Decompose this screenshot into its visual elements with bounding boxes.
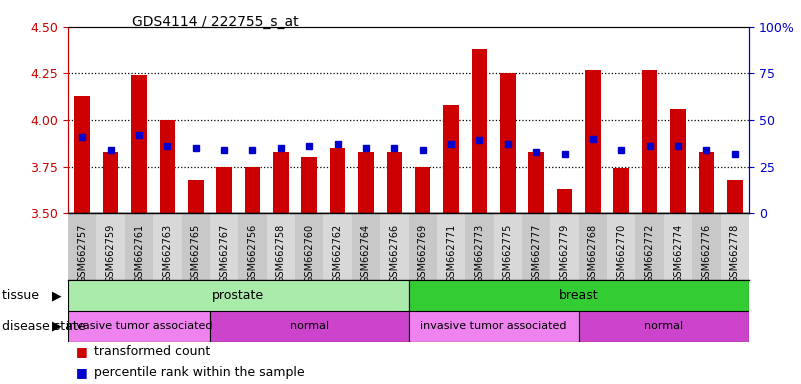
Bar xyxy=(529,152,544,213)
Bar xyxy=(557,189,573,213)
Bar xyxy=(68,213,96,280)
Bar xyxy=(244,167,260,213)
Bar xyxy=(330,148,345,213)
Text: transformed count: transformed count xyxy=(94,345,210,358)
Text: ▶: ▶ xyxy=(52,320,62,333)
Bar xyxy=(578,311,749,342)
Bar xyxy=(500,73,516,213)
Text: disease state: disease state xyxy=(2,320,90,333)
Bar xyxy=(585,70,601,213)
Bar xyxy=(295,213,324,280)
Bar xyxy=(352,213,380,280)
Bar xyxy=(153,213,182,280)
Bar xyxy=(635,213,664,280)
Text: ▶: ▶ xyxy=(52,289,62,302)
Bar xyxy=(380,213,409,280)
Text: ■: ■ xyxy=(76,366,92,379)
Bar xyxy=(267,213,295,280)
Bar xyxy=(472,49,487,213)
Bar xyxy=(324,213,352,280)
Bar xyxy=(698,152,714,213)
Bar xyxy=(721,213,749,280)
Bar xyxy=(68,280,409,311)
Bar xyxy=(74,96,90,213)
Text: prostate: prostate xyxy=(212,289,264,302)
Bar xyxy=(239,213,267,280)
Bar xyxy=(131,75,147,213)
Text: normal: normal xyxy=(290,321,328,331)
Bar xyxy=(692,213,721,280)
Bar xyxy=(387,152,402,213)
Bar xyxy=(550,213,578,280)
Bar xyxy=(607,213,635,280)
Bar xyxy=(125,213,153,280)
Bar xyxy=(159,120,175,213)
Bar xyxy=(210,311,409,342)
Text: normal: normal xyxy=(644,321,683,331)
Text: ■: ■ xyxy=(76,345,92,358)
Bar xyxy=(465,213,493,280)
Bar xyxy=(578,213,607,280)
Bar xyxy=(68,311,210,342)
Bar xyxy=(437,213,465,280)
Text: invasive tumor associated: invasive tumor associated xyxy=(421,321,567,331)
Text: breast: breast xyxy=(559,289,598,302)
Text: tissue: tissue xyxy=(2,289,43,302)
Text: percentile rank within the sample: percentile rank within the sample xyxy=(94,366,304,379)
Bar xyxy=(614,169,629,213)
Bar xyxy=(670,109,686,213)
Bar xyxy=(522,213,550,280)
Bar xyxy=(409,311,578,342)
Text: GDS4114 / 222755_s_at: GDS4114 / 222755_s_at xyxy=(132,15,299,29)
Text: invasive tumor associated: invasive tumor associated xyxy=(66,321,212,331)
Bar xyxy=(216,167,232,213)
Bar xyxy=(443,105,459,213)
Bar xyxy=(409,213,437,280)
Bar xyxy=(182,213,210,280)
Bar xyxy=(415,167,430,213)
Bar xyxy=(664,213,692,280)
Bar xyxy=(642,70,658,213)
Bar xyxy=(96,213,125,280)
Bar xyxy=(493,213,522,280)
Bar xyxy=(188,180,203,213)
Bar xyxy=(358,152,374,213)
Bar xyxy=(301,157,317,213)
Bar xyxy=(273,152,288,213)
Bar xyxy=(210,213,239,280)
Bar xyxy=(727,180,743,213)
Bar xyxy=(103,152,119,213)
Bar xyxy=(409,280,749,311)
